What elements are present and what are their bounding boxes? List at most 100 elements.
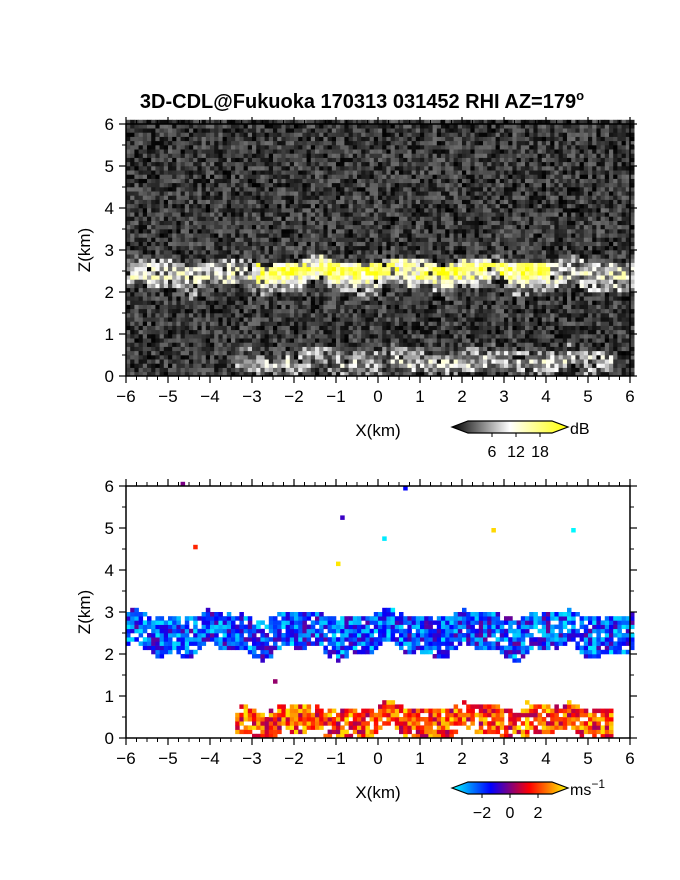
heatmap-cell <box>268 304 274 310</box>
heatmap-cell <box>340 216 345 221</box>
heatmap-cell <box>613 220 618 226</box>
heatmap-cell <box>176 338 181 343</box>
heatmap-cell <box>411 355 417 360</box>
heatmap-cell <box>298 237 303 242</box>
heatmap-cell <box>596 237 601 242</box>
heatmap-cell <box>193 208 198 213</box>
heatmap-cell <box>147 229 152 234</box>
heatmap-cell <box>180 250 186 255</box>
heatmap-cell <box>268 283 274 289</box>
heatmap-cell <box>193 229 198 234</box>
heatmap-cell <box>340 304 345 310</box>
heatmap-cell <box>529 325 534 331</box>
heatmap-cell <box>420 317 425 322</box>
heatmap-cell <box>525 308 530 314</box>
heatmap-cell <box>470 229 475 234</box>
heatmap-cell <box>512 355 517 360</box>
heatmap-cell <box>394 292 400 297</box>
heatmap-cell <box>432 287 438 293</box>
heatmap-cell <box>369 224 375 230</box>
heatmap-cell <box>348 308 354 314</box>
heatmap-cell <box>369 262 375 268</box>
heatmap-cell <box>462 317 467 322</box>
heatmap-cell <box>285 275 291 280</box>
heatmap-cell <box>289 233 295 238</box>
heatmap-cell <box>180 355 186 360</box>
heatmap-cell <box>554 313 559 318</box>
heatmap-cell <box>193 367 198 373</box>
heatmap-cell <box>386 250 391 255</box>
heatmap-cell <box>369 271 375 276</box>
heatmap-cell <box>222 346 228 352</box>
heatmap-cell <box>499 355 505 360</box>
heatmap-cell <box>487 296 492 301</box>
heatmap-cell <box>596 313 601 318</box>
heatmap-cell <box>487 313 492 318</box>
heatmap-cell <box>625 304 631 310</box>
heatmap-cell <box>382 363 387 368</box>
heatmap-cell <box>562 308 568 314</box>
heatmap-cell <box>478 271 484 276</box>
heatmap-cell <box>550 363 555 368</box>
heatmap-cell <box>142 279 148 284</box>
heatmap-cell <box>617 304 622 310</box>
heatmap-cell <box>415 371 421 377</box>
heatmap-cell <box>583 245 589 251</box>
heatmap-cell <box>264 317 270 322</box>
heatmap-cell <box>163 338 169 343</box>
heatmap-cell <box>222 355 228 360</box>
heatmap-cell <box>197 350 202 356</box>
heatmap-cell <box>516 304 522 310</box>
heatmap-cell <box>546 334 551 339</box>
heatmap-cell <box>399 220 404 226</box>
heatmap-cell <box>453 229 459 234</box>
heatmap-cell <box>516 367 522 373</box>
heatmap-cell <box>369 241 375 247</box>
heatmap-cell <box>382 296 387 301</box>
heatmap-cell <box>189 308 194 314</box>
heatmap-cell <box>373 208 379 213</box>
heatmap-cell <box>340 359 345 364</box>
heatmap-cell <box>361 254 366 259</box>
heatmap-cell <box>386 334 391 339</box>
heatmap-cell <box>487 271 492 276</box>
heatmap-cell <box>344 212 349 217</box>
heatmap-cell <box>260 359 265 364</box>
heatmap-cell <box>512 279 517 284</box>
heatmap-cell <box>415 296 421 301</box>
heatmap-cell <box>399 359 404 364</box>
heatmap-cell <box>609 317 614 322</box>
heatmap-cell <box>533 304 538 310</box>
heatmap-cell <box>630 308 635 314</box>
heatmap-cell <box>596 329 601 335</box>
heatmap-cell <box>445 359 450 364</box>
heatmap-cell <box>562 271 568 276</box>
heatmap-cell <box>319 329 324 335</box>
heatmap-cell <box>491 254 496 259</box>
heatmap-cell <box>399 254 404 259</box>
heatmap-cell <box>508 308 513 314</box>
heatmap-cell <box>512 229 517 234</box>
heatmap-cell <box>525 229 530 234</box>
heatmap-cell <box>331 224 337 230</box>
heatmap-cell <box>533 371 538 377</box>
heatmap-cell <box>289 355 295 360</box>
heatmap-cell <box>348 313 354 318</box>
heatmap-cell <box>562 233 568 238</box>
heatmap-cell <box>508 279 513 284</box>
heatmap-cell <box>231 363 236 368</box>
heatmap-cell <box>579 245 585 251</box>
heatmap-cell <box>310 220 316 226</box>
heatmap-cell <box>474 254 480 259</box>
heatmap-cell <box>621 325 627 331</box>
heatmap-cell <box>310 355 316 360</box>
heatmap-cell <box>546 220 551 226</box>
heatmap-cell <box>285 355 291 360</box>
heatmap-cell <box>546 208 551 213</box>
heatmap-cell <box>415 271 421 276</box>
heatmap-cell <box>323 279 328 284</box>
heatmap-cell <box>630 355 635 360</box>
heatmap-cell <box>617 224 622 230</box>
heatmap-cell <box>495 371 501 377</box>
heatmap-cell <box>323 208 328 213</box>
